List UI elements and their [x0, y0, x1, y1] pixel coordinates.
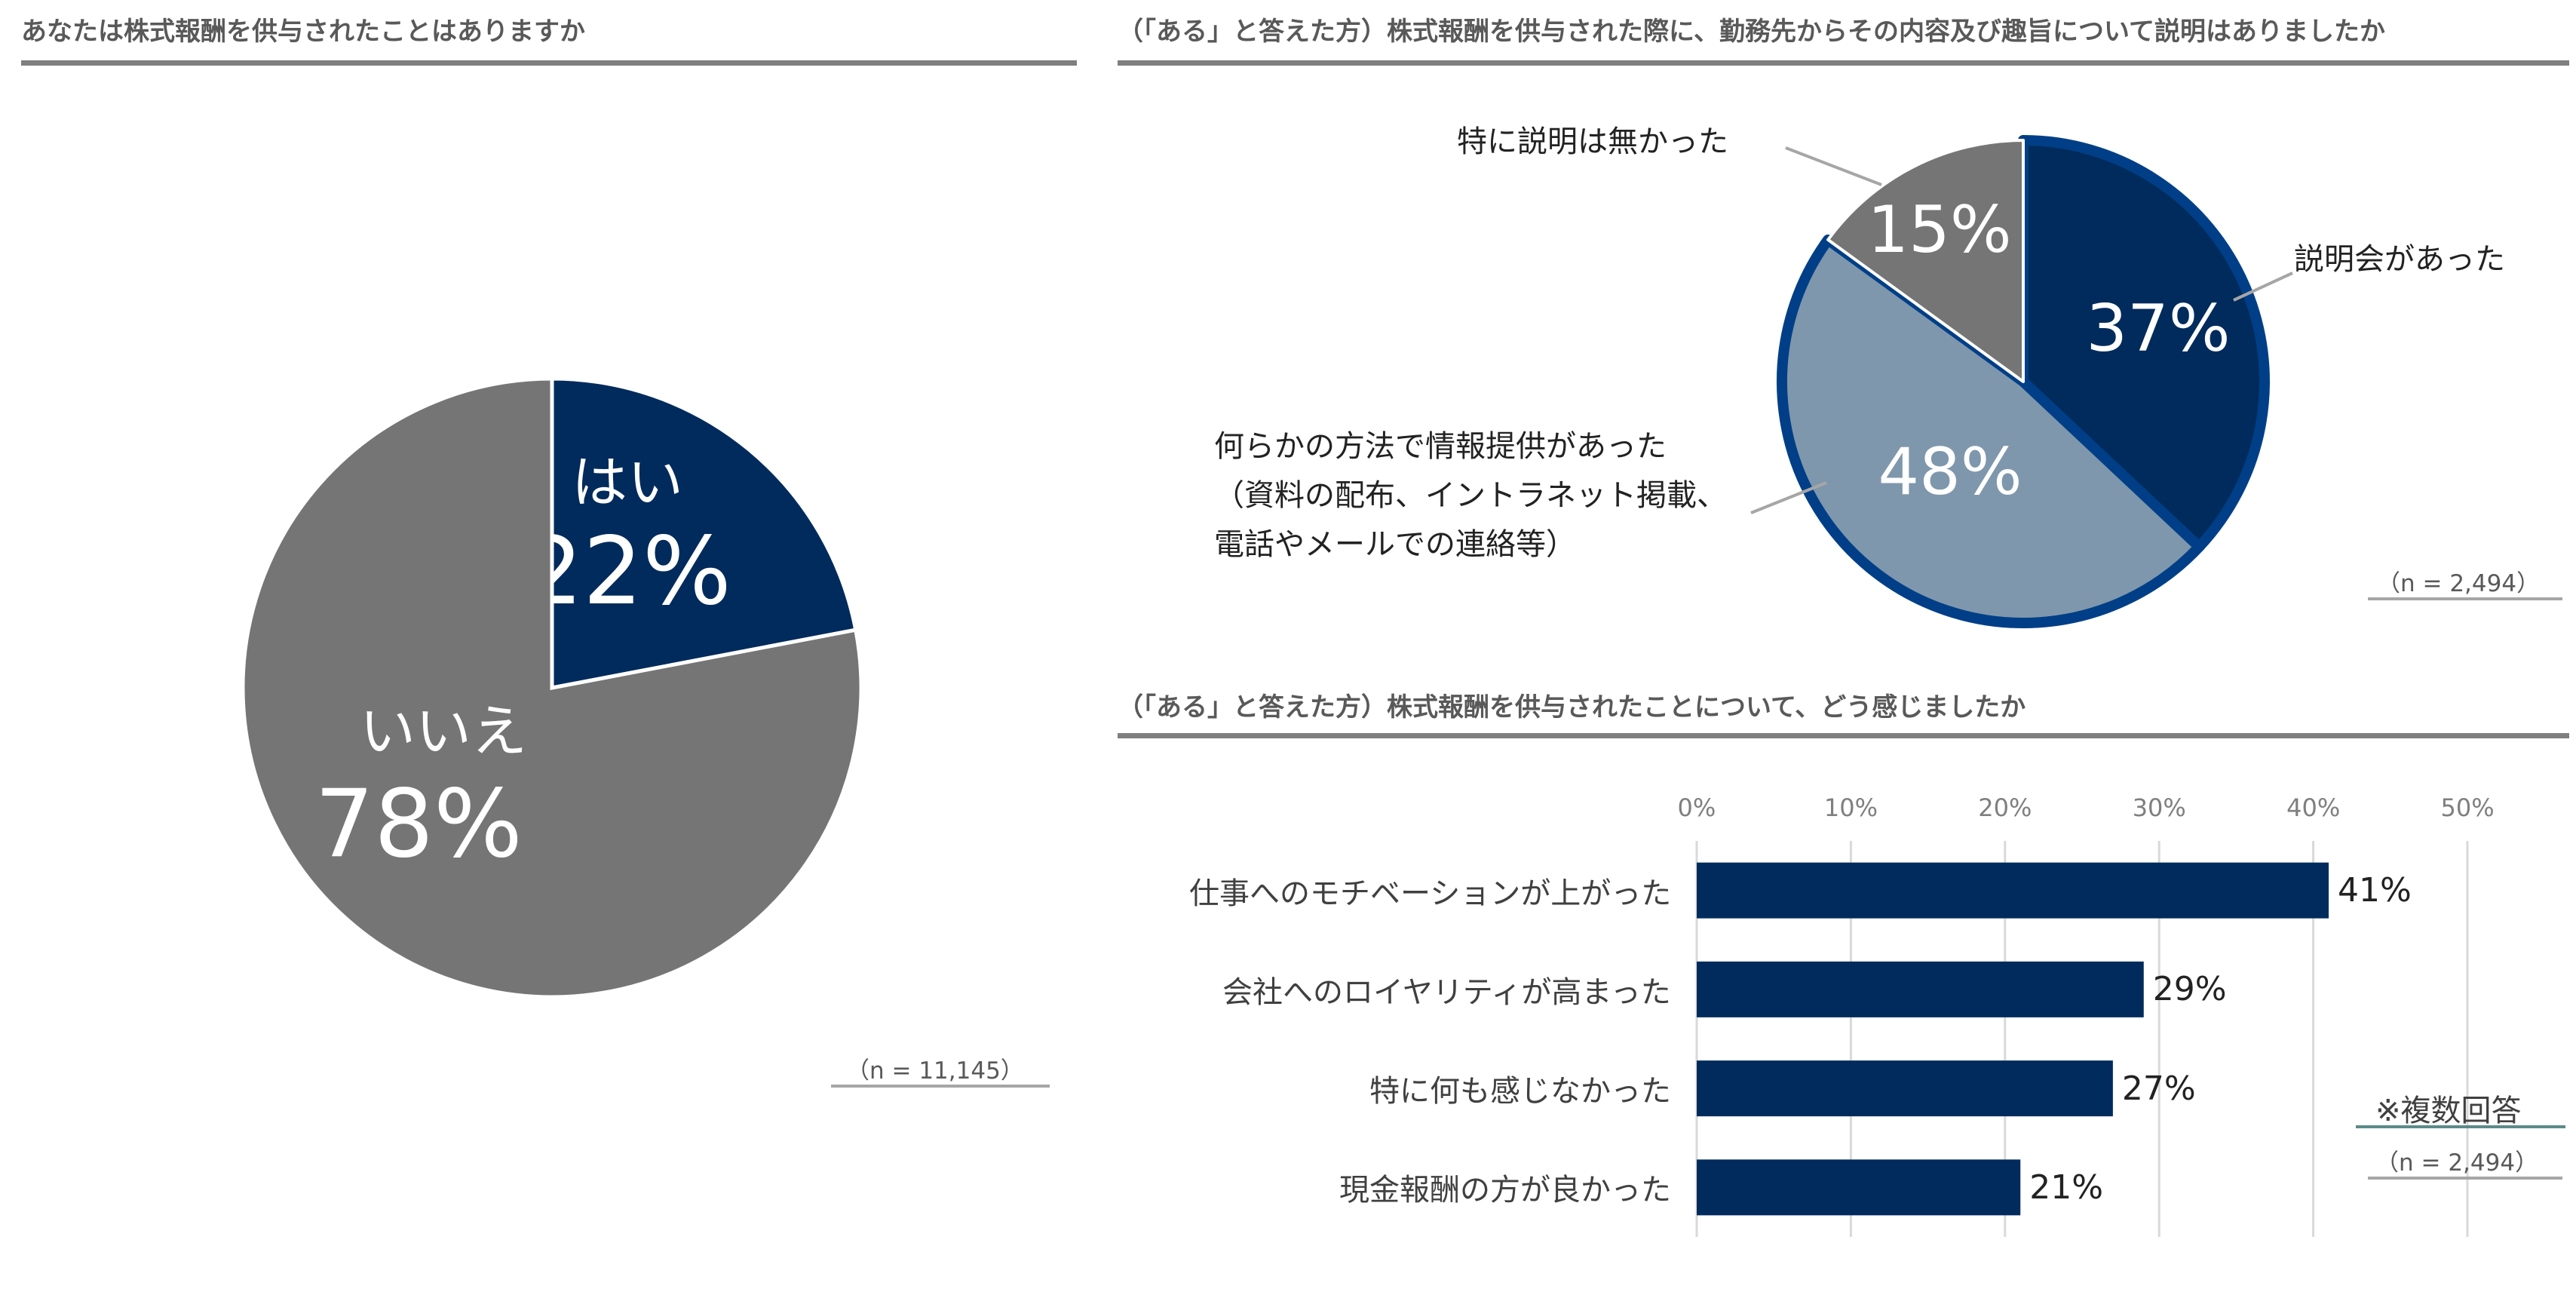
bar-x-tick-2: 20% [1978, 793, 2032, 822]
bar-sample-size: （n = 2,494） [2375, 1149, 2539, 1177]
multiple-answers-note-rule [2356, 1125, 2565, 1128]
bar-title-rule [1118, 733, 2569, 738]
annotation-other-line2: （資料の配布、イントラネット掲載、 [1214, 478, 1727, 513]
bar-value-label-4: 21% [2029, 1168, 2104, 1207]
pie1-slice-label-1: はい [572, 450, 683, 515]
pie1-slice-value-1: 22% [523, 517, 731, 626]
pie2-slice-1 [2018, 135, 2270, 553]
pie1-sample-size-rule [831, 1085, 1050, 1088]
leader-line-other-info [1750, 481, 1827, 514]
annotation-no-explanation: 特に説明は無かった [1457, 124, 1728, 159]
annotation-other-line1: 何らかの方法で情報提供があった [1214, 429, 1667, 464]
pie2-title: （「ある」と答えた方）株式報酬を供与された際に、勤務先からその内容及び趣旨につい… [1118, 17, 2385, 47]
leader-line-briefing-session [2233, 272, 2293, 302]
bar-x-tick-5: 50% [2440, 793, 2495, 822]
bar-3 [1697, 1060, 2113, 1117]
bar-x-tick-1: 10% [1823, 793, 1878, 822]
pie2-sample-size: （n = 2,494） [2377, 570, 2541, 597]
multiple-answers-note: ※複数回答 [2375, 1094, 2522, 1128]
bar-category-label-1: 仕事へのモチベーションが上がった [1189, 876, 1672, 911]
bar-value-label-1: 41% [2338, 871, 2412, 910]
bar-sample-size-rule [2368, 1177, 2562, 1180]
annotation-other-line3: 電話やメールでの連絡等） [1214, 527, 1576, 562]
pie1-sample-size: （n = 11,145） [846, 1057, 1024, 1085]
pie2-sample-size-rule [2368, 597, 2562, 600]
bar-category-label-4: 現金報酬の方が良かった [1339, 1173, 1671, 1208]
pie1-slice-1 [550, 376, 858, 691]
bar-value-label-3: 27% [2121, 1069, 2196, 1108]
bar-x-tick-4: 40% [2286, 793, 2341, 822]
pie1-slice-2 [241, 376, 863, 999]
pie1-slice-value-2: 78% [314, 770, 523, 879]
bar-1 [1697, 862, 2329, 919]
bar-2 [1697, 961, 2144, 1017]
pie2-slice-2 [1777, 234, 2205, 628]
bar-category-label-3: 特に何も感じなかった [1369, 1074, 1671, 1109]
bar-x-tick-0: 0% [1677, 793, 1716, 822]
annotation-other-info: 何らかの方法で情報提供があった （資料の配布、イントラネット掲載、 電話やメール… [1214, 422, 1727, 569]
bar-title: （「ある」と答えた方）株式報酬を供与されたことについて、どう感じましたか [1118, 692, 2026, 723]
leader-line-no-explanation [1785, 146, 1882, 186]
pie1-slice-label-2: いいえ [360, 699, 527, 764]
pie2-slice-value-1: 37% [2086, 291, 2230, 367]
pie2-title-rule [1118, 60, 2569, 66]
pie2-slice-value-3: 15% [1867, 192, 2011, 268]
pie1-title: あなたは株式報酬を供与されたことはありますか [21, 17, 585, 47]
pie1-title-rule [21, 60, 1077, 66]
bar-category-label-2: 会社へのロイヤリティが高まった [1222, 974, 1671, 1010]
bar-4 [1697, 1159, 2021, 1216]
bar-x-tick-3: 30% [2132, 793, 2186, 822]
pie2-slice-value-2: 48% [1878, 434, 2022, 510]
pie2-slice-3 [1826, 139, 2025, 383]
bar-value-label-2: 29% [2152, 970, 2227, 1009]
annotation-briefing-session: 説明会があった [2294, 242, 2505, 277]
